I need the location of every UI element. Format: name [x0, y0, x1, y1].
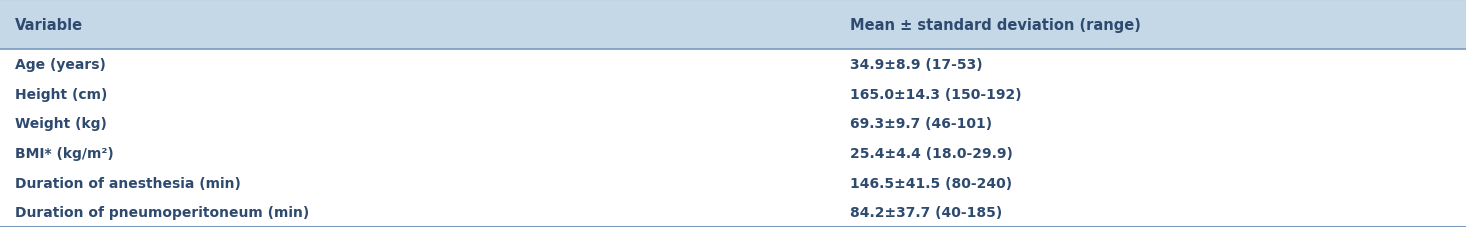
- Text: 146.5±41.5 (80-240): 146.5±41.5 (80-240): [850, 176, 1013, 190]
- Bar: [0, 50, 1466, 79]
- Text: 84.2±37.7 (40-185): 84.2±37.7 (40-185): [850, 205, 1003, 219]
- Bar: [0, 197, 1466, 227]
- Bar: [0, 109, 1466, 138]
- Text: Height (cm): Height (cm): [15, 87, 107, 101]
- Text: Variable: Variable: [15, 17, 82, 32]
- Bar: [0, 168, 1466, 197]
- Bar: [0, 79, 1466, 109]
- Text: Age (years): Age (years): [15, 58, 106, 72]
- Text: 69.3±9.7 (46-101): 69.3±9.7 (46-101): [850, 117, 992, 131]
- Bar: [0, 138, 1466, 168]
- Bar: [0, 0, 1466, 50]
- Text: 165.0±14.3 (150-192): 165.0±14.3 (150-192): [850, 87, 1022, 101]
- Text: BMI* (kg/m²): BMI* (kg/m²): [15, 146, 113, 160]
- Text: Weight (kg): Weight (kg): [15, 117, 107, 131]
- Text: Duration of anesthesia (min): Duration of anesthesia (min): [15, 176, 240, 190]
- Text: 25.4±4.4 (18.0-29.9): 25.4±4.4 (18.0-29.9): [850, 146, 1013, 160]
- Text: Duration of pneumoperitoneum (min): Duration of pneumoperitoneum (min): [15, 205, 309, 219]
- Text: Mean ± standard deviation (range): Mean ± standard deviation (range): [850, 17, 1141, 32]
- Text: 34.9±8.9 (17-53): 34.9±8.9 (17-53): [850, 58, 982, 72]
